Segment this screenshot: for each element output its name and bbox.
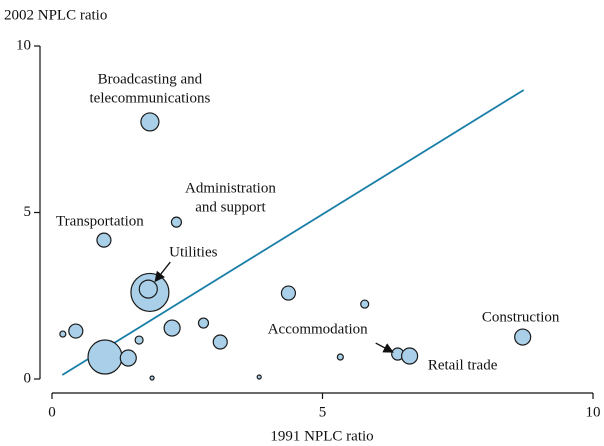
point-label: Construction bbox=[482, 309, 560, 325]
point-label: and support bbox=[195, 200, 266, 216]
y-tick-label: 0 bbox=[24, 370, 32, 386]
bubble bbox=[212, 334, 228, 350]
x-axis-title: 1991 NPLC ratio bbox=[270, 428, 373, 444]
x-tick-label: 0 bbox=[48, 404, 56, 420]
bubble bbox=[68, 323, 84, 339]
point-label: telecommunications bbox=[90, 90, 211, 106]
point-label: Retail trade bbox=[428, 357, 498, 373]
bubble bbox=[514, 328, 532, 346]
fit-line bbox=[61, 89, 525, 376]
bubble bbox=[163, 319, 181, 337]
y-tick-label: 5 bbox=[24, 204, 32, 220]
bubble bbox=[134, 335, 144, 345]
bubble bbox=[140, 112, 160, 132]
bubble bbox=[401, 347, 419, 365]
y-tick-label: 10 bbox=[16, 37, 31, 53]
point-label: Utilities bbox=[169, 245, 217, 261]
point-label: Transportation bbox=[56, 214, 144, 230]
bubble bbox=[360, 299, 370, 309]
x-tick-label: 5 bbox=[319, 404, 327, 420]
bubble bbox=[149, 375, 155, 381]
bubble bbox=[59, 330, 67, 338]
bubble bbox=[170, 216, 183, 228]
bubble bbox=[96, 232, 112, 248]
label-arrow bbox=[375, 342, 394, 353]
label-arrow bbox=[154, 261, 171, 283]
bubble bbox=[280, 285, 297, 301]
bubble bbox=[336, 353, 344, 361]
bubble bbox=[138, 279, 158, 299]
bubble bbox=[87, 339, 123, 375]
point-label: Administration bbox=[185, 181, 276, 197]
x-tick-label: 10 bbox=[586, 404, 601, 420]
bubble bbox=[197, 317, 210, 329]
point-label: Broadcasting and bbox=[98, 71, 203, 87]
y-axis-title: 2002 NPLC ratio bbox=[4, 7, 107, 23]
point-label: Accommodation bbox=[268, 321, 368, 337]
bubble bbox=[119, 349, 137, 367]
bubble bbox=[256, 374, 262, 380]
